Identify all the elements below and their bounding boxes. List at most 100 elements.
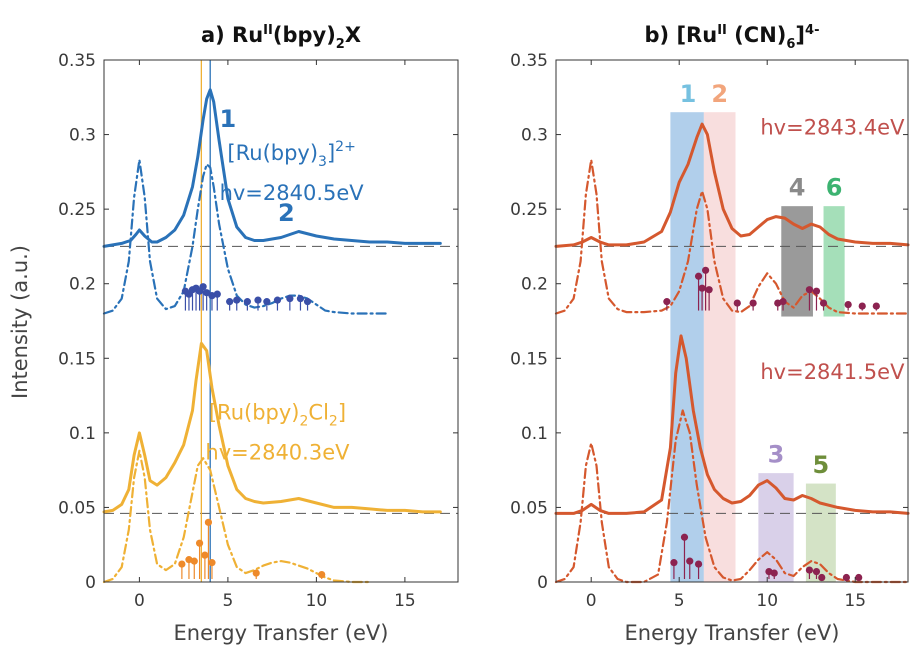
y-tick-label: 0.25 [58,200,96,220]
y-tick-label: 0.15 [510,349,548,369]
stick-point [872,302,880,310]
stick-point [204,518,213,526]
stick-point [252,569,260,577]
x-tick-label: 10 [756,591,778,611]
band-label-5: 5 [813,451,830,479]
x-tick-label: 0 [586,591,597,611]
y-tick-label: 0.3 [69,126,96,146]
stick-point [208,559,216,567]
stick-point [698,284,706,292]
stick-point [694,272,703,280]
compound-label: [Ru(bpy)3]2+ [227,139,355,170]
x-tick-label: 15 [394,591,416,611]
stick-point [779,298,787,306]
stick-point [178,560,186,568]
y-axis-label: Intensity (a.u.) [8,245,32,399]
series-line-1 [554,158,910,315]
x-axis-label: Energy Transfer (eV) [174,621,389,645]
y-tick-label: 0.15 [58,349,96,369]
stick-point [663,298,671,306]
stick-point [203,289,211,297]
y-tick-label: 0.2 [521,275,548,295]
stick-point [213,290,221,298]
y-tick-label: 0 [85,573,96,593]
y-tick-label: 0.3 [521,126,548,146]
y-tick-label: 0.2 [69,275,96,295]
stick-point [243,298,251,306]
stick-point [318,570,326,579]
stick-point [733,299,741,307]
y-tick-label: 0.35 [510,51,548,71]
energy-label: hv=2841.5eV [760,360,905,384]
stick-point [190,557,198,565]
band-2 [703,112,736,582]
y-tick-label: 0.05 [58,498,96,518]
series-line-3 [102,449,371,584]
stick-point [749,299,757,307]
stick-point [805,286,814,294]
stick-point [296,295,305,303]
stick-point [201,551,209,559]
stick-point [686,557,694,565]
band-label-1: 1 [680,80,697,108]
peak-label-1: 1 [220,105,237,133]
stick-point [702,266,710,274]
y-tick-label: 0.1 [521,424,548,444]
stick-point [842,573,851,582]
stick-point [303,298,312,306]
energy-label: hv=2843.4eV [760,116,905,140]
x-tick-label: 5 [222,591,233,611]
stick-point [705,286,713,294]
stick-point [805,566,814,574]
stick-point [670,559,678,567]
y-tick-label: 0.1 [69,424,96,444]
band-1 [670,112,704,582]
panel-title: a) RuII(bpy)2X [201,23,361,52]
compound-label: [Ru(bpy)2Cl2] [209,400,346,429]
band-6 [823,206,845,317]
series-line-2 [554,334,910,515]
series-line-0 [102,88,442,248]
y-tick-label: 0.05 [510,498,548,518]
stick-point [195,539,204,547]
stick-point [199,283,207,291]
stick-point [694,560,703,568]
stick-point [286,295,294,303]
band-label-4: 4 [789,174,806,202]
band-3 [758,473,794,582]
series-line-2 [102,341,442,514]
band-label-3: 3 [768,441,785,469]
stick-point [254,296,262,304]
x-tick-label: 10 [306,591,328,611]
energy-label: hv=2840.5eV [220,181,365,205]
stick-point [858,302,866,310]
stick-point [680,533,689,541]
axes-frame [555,59,909,583]
stick-point [226,298,234,306]
series-line-3 [554,409,910,584]
x-tick-label: 0 [134,591,145,611]
stick-point [818,573,826,582]
stick-point [233,296,241,304]
stick-point [812,287,821,295]
peak-label-2: 2 [278,199,295,227]
axes-frame [103,59,459,583]
panel-a: 0 5 10 15 0 0.05 0.1 0.15 0.2 0.25 0.3 0.35 Energy T… [58,23,459,645]
stick-point [844,300,852,309]
stick-point [263,298,271,306]
stick-point [855,573,863,582]
stick-point [770,569,778,577]
y-tick-label: 0.35 [58,51,96,71]
band-label-2: 2 [711,80,728,108]
x-axis-label: Energy Transfer (eV) [625,621,840,645]
x-tick-label: 5 [674,591,685,611]
energy-label: hv=2840.3eV [205,441,350,465]
y-tick-label: 0 [537,573,548,593]
band-label-6: 6 [826,174,843,202]
series-line-0 [554,122,910,248]
stick-point [812,567,821,576]
y-tick-label: 0.25 [510,200,548,220]
stick-point [273,296,282,304]
